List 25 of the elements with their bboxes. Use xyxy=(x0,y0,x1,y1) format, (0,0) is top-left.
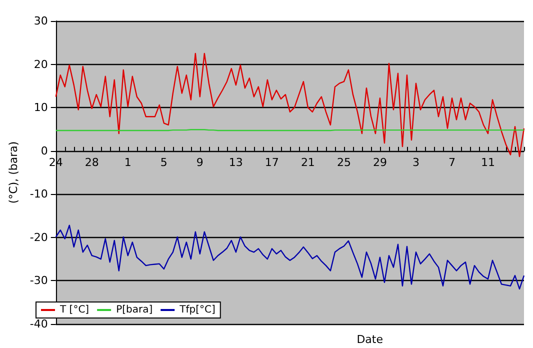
y-tick-label: 30 xyxy=(34,14,48,28)
x-axis-title: Date xyxy=(356,333,384,346)
y-tick-label: 20 xyxy=(34,58,48,71)
x-tick-label: 5 xyxy=(160,156,168,169)
x-tick-label: 29 xyxy=(372,156,387,169)
x-tick-label: 25 xyxy=(336,156,351,169)
legend-label: Tfp[°C] xyxy=(178,304,216,316)
x-tick-label: 17 xyxy=(264,156,279,169)
y-tick-label: -10 xyxy=(30,188,48,201)
x-tick-label: 1 xyxy=(124,156,132,169)
y-tick-label: -30 xyxy=(30,274,48,288)
x-tick-label: 11 xyxy=(480,156,495,169)
x-tick-label: 7 xyxy=(448,156,456,169)
x-tick-label: 28 xyxy=(84,156,99,169)
x-tick-label: 21 xyxy=(300,156,315,169)
y-axis-title: (°C), (bara) xyxy=(7,141,20,204)
legend-label: T [°C] xyxy=(59,304,90,316)
y-tick-label: 10 xyxy=(34,101,48,114)
x-tick-label: 13 xyxy=(228,156,243,169)
y-tick-label: -20 xyxy=(30,230,48,244)
y-tick-label: 0 xyxy=(40,144,48,158)
x-tick-label: 3 xyxy=(412,156,420,169)
y-tick-label: -40 xyxy=(30,318,48,330)
legend-label: P[bara] xyxy=(116,304,153,316)
x-tick-label: 9 xyxy=(196,156,204,169)
